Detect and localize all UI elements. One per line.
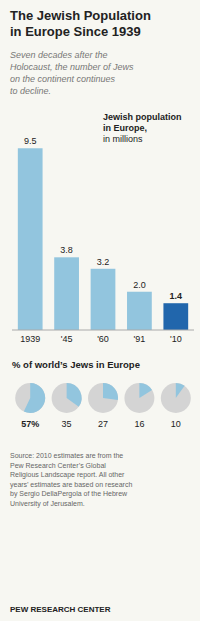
- pie-background: [52, 383, 82, 413]
- bar: [163, 303, 188, 330]
- mini-pie: [15, 383, 45, 413]
- mini-pie: [52, 383, 82, 413]
- pie-background: [161, 383, 191, 413]
- data-label: 3.8: [60, 245, 73, 255]
- labels: 9.5 1939 3.8 '45 3.2 '60 2.0 '91 1.4 '10: [20, 136, 182, 344]
- subtitle-line: on the continent continues: [10, 74, 116, 84]
- tick-label: '60: [97, 334, 109, 344]
- source-line: University of Jerusalem.: [10, 500, 85, 508]
- annotation-line: Jewish population: [103, 112, 182, 122]
- tick-label: '45: [61, 334, 73, 344]
- pie-slice: [24, 383, 45, 413]
- source-line: Pew Research Center’s Global: [10, 462, 106, 469]
- source: Source: 2010 estimates are from the Pew R…: [10, 452, 132, 508]
- source-line: years’ estimates are based on research: [10, 481, 132, 489]
- bar: [127, 292, 152, 330]
- data-label: 2.0: [133, 280, 146, 290]
- bar: [54, 257, 79, 330]
- x-axis-line: [12, 330, 194, 331]
- mini-pie: [88, 383, 118, 413]
- pie-background: [124, 383, 154, 413]
- pie-slice: [176, 383, 185, 398]
- mini-pie: [124, 383, 154, 413]
- bar: [91, 269, 116, 330]
- tick-label: '10: [170, 334, 182, 344]
- footer: PEW RESEARCH CENTER: [10, 605, 111, 614]
- pie-title-line: % of world’s Jews in Europe: [12, 359, 140, 370]
- title-line: in Europe Since 1939: [10, 24, 141, 39]
- pie-slice: [103, 383, 118, 400]
- source-line: Religious Landscape report. All other: [10, 471, 125, 479]
- pie-slice: [67, 383, 82, 407]
- data-label: 9.5: [24, 136, 37, 146]
- subtitle: Seven decades after the Holocaust, the nu…: [10, 50, 134, 96]
- pie-label: 27: [98, 419, 108, 429]
- chart: The Jewish Populationin Europe Since 193…: [0, 0, 200, 621]
- tick-label: 1939: [20, 334, 40, 344]
- mini-pie: [161, 383, 191, 413]
- bar: [18, 148, 43, 330]
- annotation-line: in Europe,: [103, 123, 147, 133]
- pie-label: 35: [62, 419, 72, 429]
- pie-label: 10: [171, 419, 181, 429]
- annotation: in millions: [103, 134, 143, 144]
- title: The Jewish Populationin Europe Since 193…: [10, 8, 151, 39]
- source-line: Source: 2010 estimates are from the: [10, 452, 123, 459]
- pie-label: 57%: [21, 419, 39, 429]
- data-label: 3.2: [97, 257, 110, 267]
- background: [0, 0, 200, 621]
- data-label: 1.4: [170, 291, 183, 301]
- pie-background: [88, 383, 118, 413]
- subtitle-line: to decline.: [10, 86, 51, 96]
- pie-background: [15, 383, 45, 413]
- pie-slice: [139, 383, 152, 398]
- tick-label: '91: [134, 334, 146, 344]
- chart-container: The Jewish Populationin Europe Since 193…: [0, 0, 200, 621]
- pie-label: 16: [134, 419, 144, 429]
- source-line: by Sergio DellaPergola of the Hebrew: [10, 490, 128, 498]
- title-line: The Jewish Population: [10, 8, 151, 23]
- annotation-line: in millions: [103, 134, 143, 144]
- pie-title: % of world’s Jews in Europe: [12, 359, 140, 370]
- bars: [18, 148, 188, 330]
- subtitle-line: Holocaust, the number of Jews: [10, 62, 134, 72]
- annotation: Jewish populationin Europe,: [103, 112, 182, 133]
- footer-line: PEW RESEARCH CENTER: [10, 605, 111, 614]
- subtitle-line: Seven decades after the: [10, 50, 108, 60]
